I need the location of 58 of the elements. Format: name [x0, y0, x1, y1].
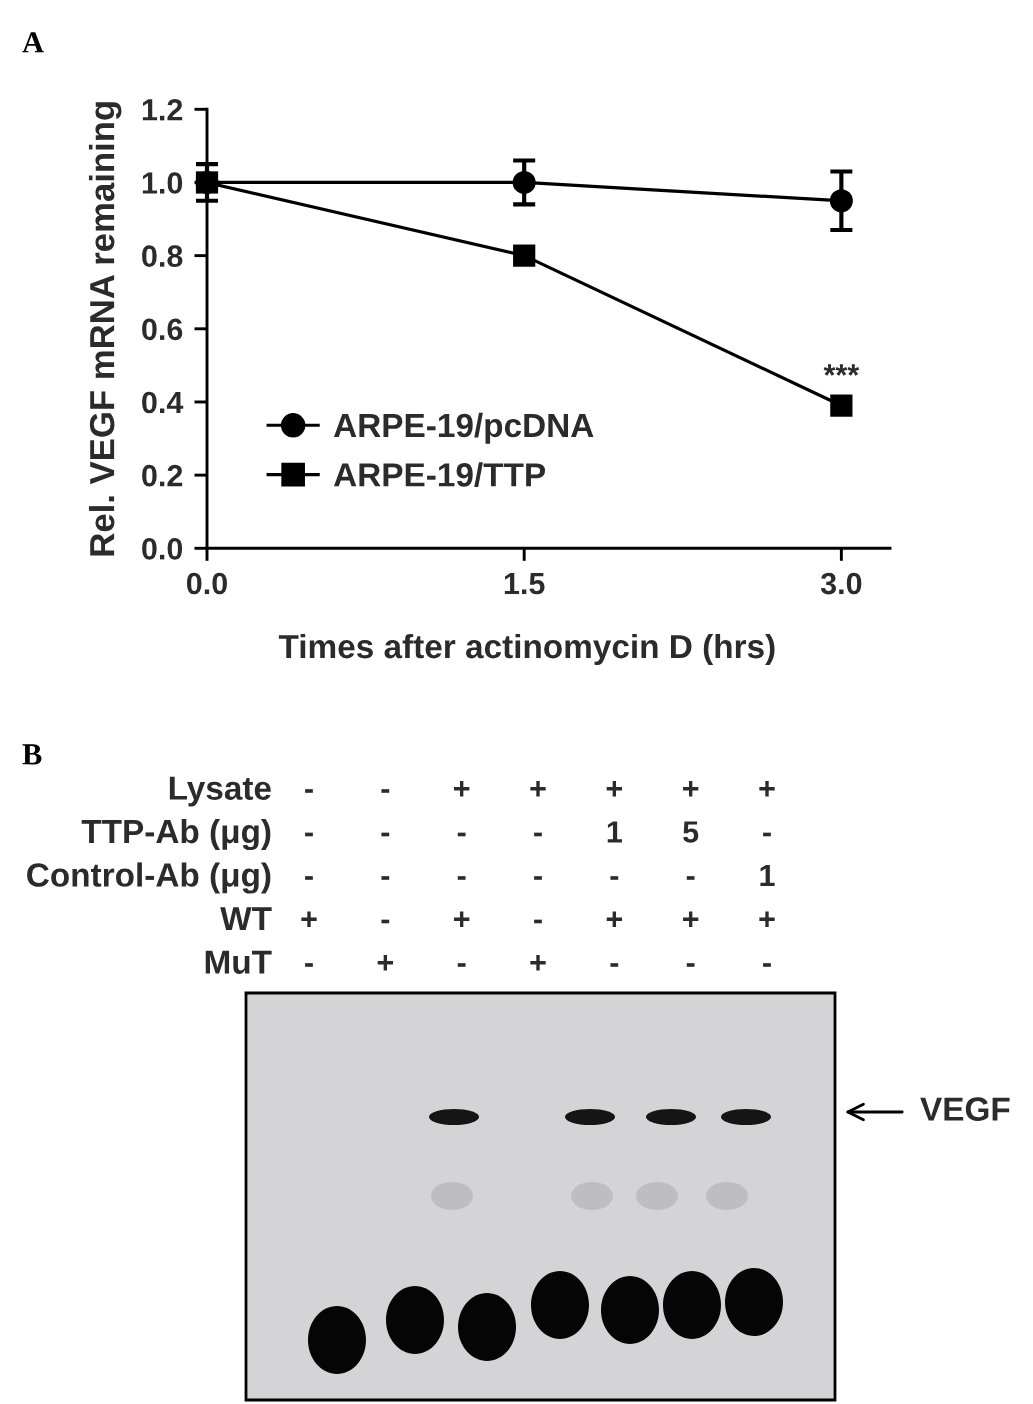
y-tick-label: 0.8 [142, 245, 183, 268]
chart-title: A [22, 32, 44, 53]
text: - [534, 919, 542, 924]
text: - [534, 832, 542, 837]
text: - [457, 963, 466, 967]
category-label: Control-Ab (μg) [27, 862, 271, 894]
text: - [686, 876, 695, 880]
text: - [305, 832, 313, 837]
text: + [606, 911, 623, 927]
text: - [305, 963, 313, 967]
text: 1 [607, 821, 622, 843]
text: - [610, 876, 619, 880]
y-tick-label: 0.0 [142, 538, 183, 560]
y-tick-label: 0.2 [142, 464, 183, 487]
text: - [381, 876, 390, 880]
text: VEGF [920, 1097, 1010, 1121]
text: - [305, 789, 313, 793]
text: + [301, 911, 317, 927]
y-tick-label: 0.6 [142, 318, 183, 341]
text: - [686, 963, 695, 967]
text: - [381, 832, 390, 837]
text: + [759, 780, 775, 797]
text: - [534, 876, 542, 880]
text: - [305, 876, 313, 880]
x-axis-title: Times after actinomycin D (hrs) [278, 633, 775, 665]
legend-label: ARPE-19/pcDNA [333, 412, 594, 444]
text: + [606, 780, 623, 797]
y-tick-label: 0.4 [142, 391, 184, 414]
text: 1 [760, 864, 775, 886]
x-tick-label: 1.5 [504, 573, 545, 595]
y-tick-label: 1.0 [142, 172, 183, 194]
legend-label: ARPE-19/TTP [333, 462, 546, 488]
annotation: *** [823, 364, 860, 376]
text: + [454, 911, 470, 927]
text: + [683, 780, 699, 797]
x-tick-label: 0.0 [186, 572, 227, 595]
category-label: TTP-Ab (μg) [81, 818, 271, 851]
text: + [683, 911, 699, 927]
text: - [381, 919, 390, 924]
category-label: MuT [205, 950, 272, 974]
text: - [763, 832, 771, 837]
text: + [530, 954, 546, 971]
text: - [381, 789, 390, 793]
text: + [377, 954, 394, 971]
text: - [457, 876, 466, 880]
text: + [530, 780, 546, 797]
category-label: Lysate [169, 776, 271, 807]
text: B [22, 744, 42, 765]
text: - [610, 963, 619, 967]
text: + [759, 911, 775, 927]
y-tick-label: 1.2 [142, 99, 183, 121]
y-axis-title: Rel. VEGF mRNA remaining [88, 102, 122, 556]
category-label: WT [220, 907, 272, 931]
text: - [457, 832, 466, 837]
x-tick-label: 3.0 [820, 572, 862, 595]
text: + [454, 780, 470, 797]
text: - [763, 963, 771, 967]
text: 5 [683, 821, 699, 843]
